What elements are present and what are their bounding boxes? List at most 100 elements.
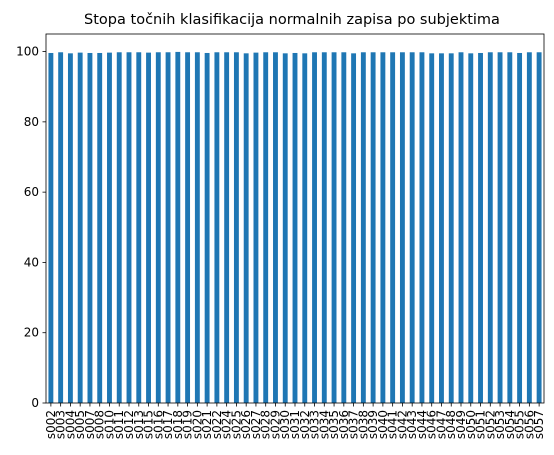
x-tick-label: s048 (444, 410, 458, 439)
bar-s057 (536, 52, 542, 403)
x-tick-label: s050 (464, 410, 478, 439)
bar-s044 (419, 52, 425, 403)
x-tick-label: s016 (151, 410, 165, 439)
x-tick-label: s057 (532, 410, 546, 439)
bar-s025 (233, 52, 239, 403)
bar-s047 (439, 53, 444, 403)
x-tick-label: s013 (132, 410, 146, 439)
plot-frame (45, 33, 545, 404)
bar-s048 (448, 53, 454, 403)
x-tick-label: s027 (249, 410, 263, 439)
x-tick-label: s020 (190, 410, 204, 439)
bar-s020 (194, 52, 200, 403)
bar-s016 (155, 52, 161, 403)
bar-s032 (302, 53, 308, 403)
x-tick-label: s007 (83, 410, 97, 439)
bar-s046 (429, 53, 435, 403)
x-tick-label: s042 (395, 410, 409, 439)
bar-s036 (341, 52, 347, 403)
x-tick-label: s005 (73, 410, 87, 439)
x-tick-label: s029 (268, 410, 282, 439)
x-tick-label: s025 (229, 410, 243, 439)
y-axis: 0 20 40 60 80 100 (16, 45, 46, 410)
y-tick-label: 80 (24, 115, 39, 129)
bar-s011 (116, 52, 122, 403)
x-tick-label: s041 (386, 410, 400, 439)
bar-s031 (292, 52, 298, 403)
bar-s022 (214, 52, 220, 403)
bar-s049 (458, 52, 464, 403)
bar-s039 (370, 52, 376, 403)
bar-s042 (399, 52, 405, 403)
bar-s043 (409, 52, 415, 403)
bar-s026 (243, 53, 249, 403)
x-tick-label: s047 (434, 410, 448, 439)
x-tick-label: s039 (366, 410, 380, 439)
bar-s056 (526, 52, 532, 403)
bar-s028 (263, 52, 269, 403)
x-tick-label: s035 (327, 410, 341, 439)
x-tick-label: s004 (63, 410, 77, 439)
x-tick-label: s033 (308, 410, 322, 439)
x-tick-label: s019 (181, 410, 195, 439)
bar-s018 (175, 51, 181, 404)
x-tick-label: s017 (161, 410, 175, 439)
x-tick-label: s032 (298, 410, 312, 439)
bar-s029 (273, 52, 278, 403)
x-tick-label: s015 (142, 410, 156, 439)
y-tick-label: 20 (24, 326, 39, 340)
bar-s034 (321, 52, 327, 403)
x-tick-label: s043 (405, 410, 419, 439)
x-tick-label: s022 (210, 410, 224, 439)
x-tick-label: s034 (317, 410, 331, 439)
bar-s038 (360, 52, 366, 403)
x-tick-label: s049 (454, 410, 468, 439)
x-tick-label: s044 (415, 410, 429, 439)
bar-s050 (468, 53, 474, 403)
x-tick-label: s052 (483, 410, 497, 439)
bar-s007 (87, 52, 93, 403)
bar-s004 (67, 53, 73, 403)
bar-s051 (478, 52, 483, 403)
bar-s052 (487, 52, 493, 403)
x-tick-label: s040 (376, 410, 390, 439)
x-tick-label: s031 (288, 410, 302, 439)
y-tick-label: 100 (16, 45, 39, 59)
x-tick-label: s003 (54, 410, 68, 439)
bar-s053 (497, 52, 503, 403)
bar-s041 (390, 52, 396, 403)
x-tick-label: s037 (347, 410, 361, 439)
x-tick-label: s008 (93, 410, 107, 439)
x-tick-label: s028 (259, 410, 273, 439)
bar-s055 (517, 52, 523, 403)
x-tick-label: s046 (425, 410, 439, 439)
y-tick-label: 0 (31, 396, 39, 410)
bar-s033 (312, 52, 317, 403)
chart-title: Stopa točnih klasifikacija normalnih zap… (84, 12, 500, 28)
bar-s013 (136, 52, 142, 403)
bar-s027 (253, 52, 259, 404)
bar-s008 (97, 52, 103, 403)
x-tick-label: s054 (503, 410, 517, 439)
y-tick-label: 40 (24, 255, 39, 269)
x-tick-label: s012 (122, 410, 136, 439)
x-tick-label: s024 (220, 410, 234, 439)
x-tick-label: s038 (356, 410, 370, 439)
bar-s019 (185, 52, 191, 403)
bar-s024 (224, 52, 230, 403)
bar-s002 (48, 52, 54, 403)
bar-s005 (77, 52, 83, 404)
bar-s021 (204, 52, 210, 403)
bars-group (48, 51, 542, 404)
bar-s003 (58, 52, 64, 403)
x-tick-label: s021 (200, 410, 214, 439)
x-tick-label: s051 (474, 410, 488, 439)
bar-s030 (282, 53, 288, 403)
bar-s037 (351, 53, 357, 403)
y-tick-label: 60 (24, 185, 39, 199)
bar-s054 (507, 52, 513, 403)
bar-s010 (107, 52, 112, 404)
x-tick-label: s011 (112, 410, 126, 439)
